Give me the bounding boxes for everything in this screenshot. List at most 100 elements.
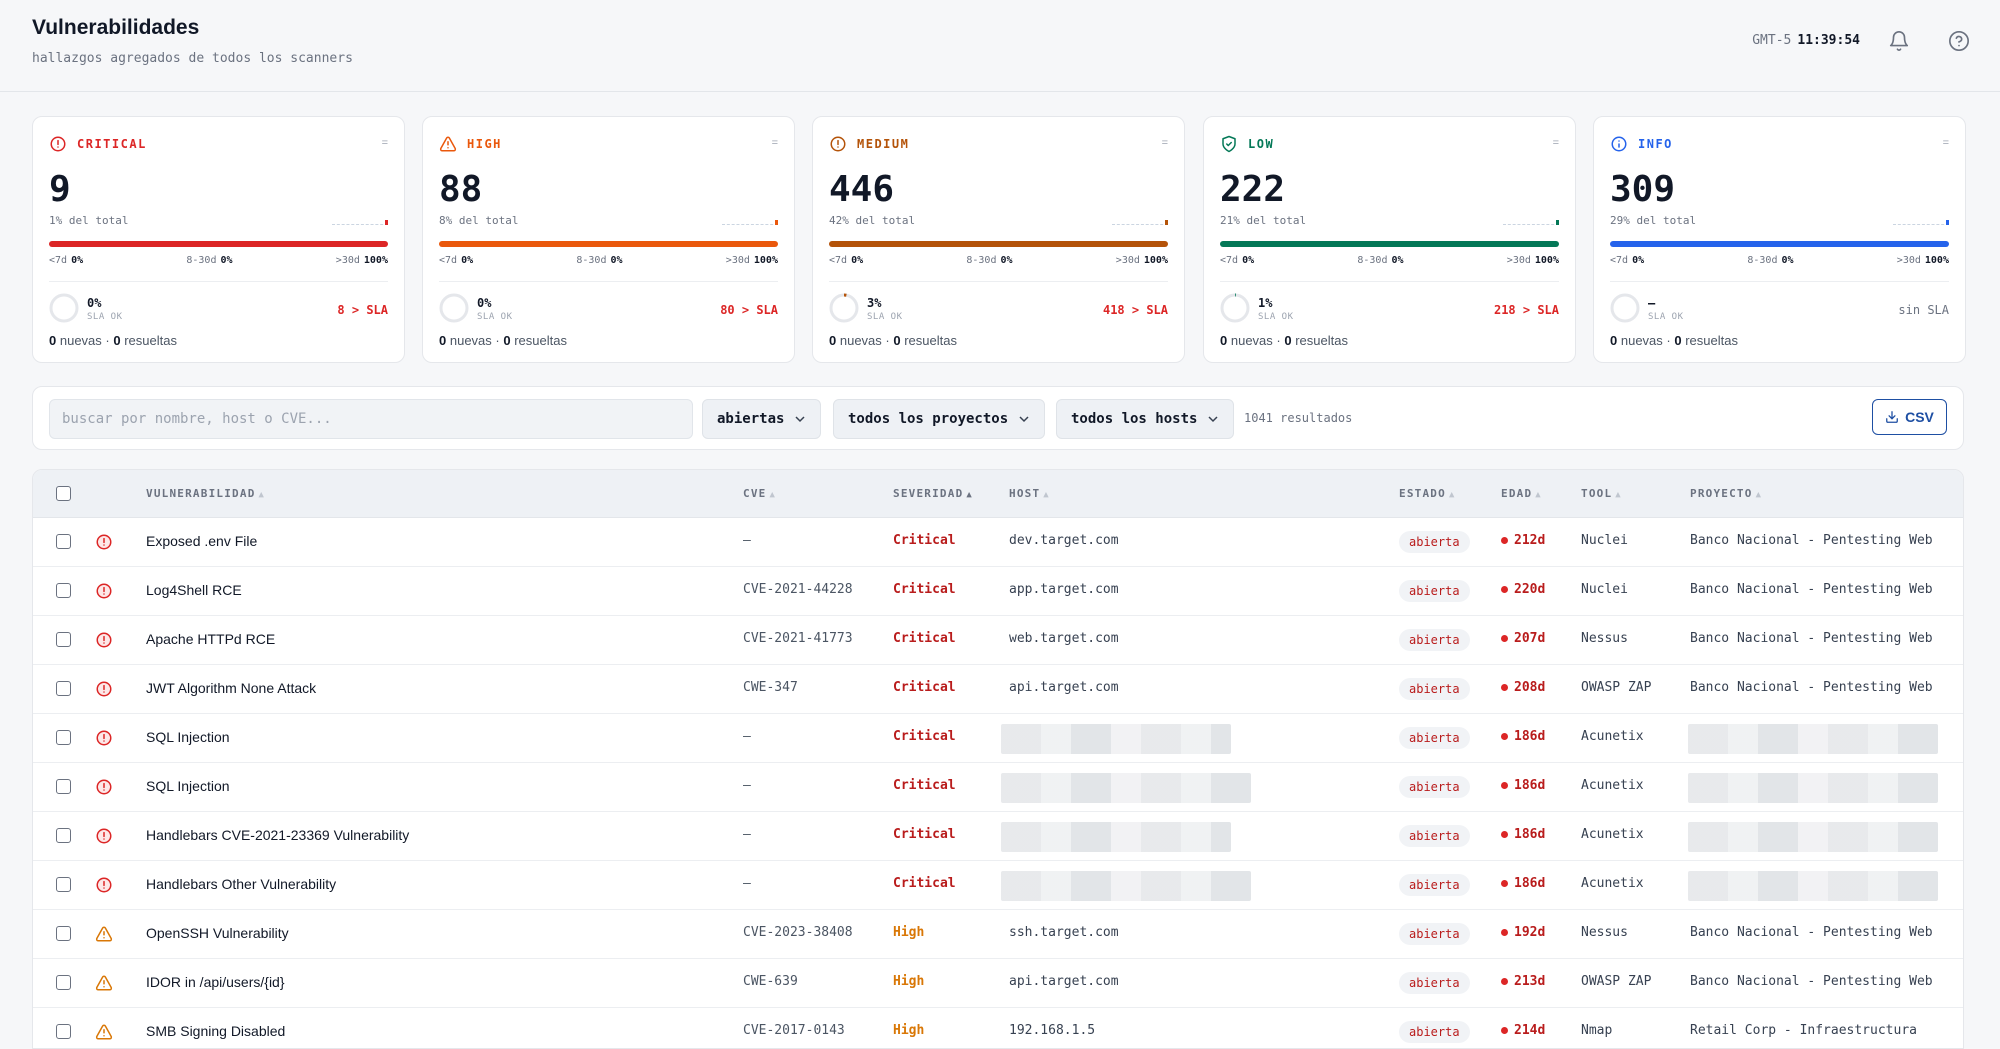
tool-value: Nessus [1581,631,1628,646]
redacted-project [1688,871,1938,901]
search-input[interactable] [49,399,693,439]
select-all-checkbox[interactable] [56,486,71,501]
row-checkbox[interactable] [56,779,71,794]
vulnerability-name[interactable]: SQL Injection [146,729,230,745]
row-checkbox[interactable] [56,1024,71,1039]
vulnerability-name[interactable]: Log4Shell RCE [146,582,242,598]
row-checkbox[interactable] [56,534,71,549]
row-checkbox[interactable] [56,828,71,843]
vulnerability-name[interactable]: Handlebars Other Vulnerability [146,876,337,892]
vulnerability-name[interactable]: IDOR in /api/users/{id} [146,974,285,990]
row-checkbox[interactable] [56,730,71,745]
status-badge: abierta [1399,923,1470,945]
severity-card-medium[interactable]: MEDIUM = 446 42% del total <7d 0% 8-30d 0%… [812,116,1185,363]
table-row[interactable]: SMB Signing Disabled CVE-2017-0143 High … [33,1008,1963,1048]
cve-id: — [743,827,751,842]
proyecto-dropdown[interactable]: todos los proyectos [833,399,1046,439]
table-row[interactable]: Apache HTTPd RCE CVE-2021-41773 Critical… [33,616,1963,665]
current-time: 11:39:54 [1797,33,1860,48]
vulnerability-name[interactable]: OpenSSH Vulnerability [146,925,289,941]
vulnerability-name[interactable]: Exposed .env File [146,533,258,549]
filter-bar: abiertas todos los proyectos todos los h… [32,386,1964,450]
age-dot [1501,831,1508,838]
table-row[interactable]: Exposed .env File — Critical dev.target.… [33,518,1963,567]
menu-icon[interactable]: = [1161,137,1168,149]
cve-id: CVE-2023-38408 [743,925,853,940]
table-row[interactable]: SQL Injection — Critical abierta 186d Ac… [33,714,1963,763]
row-checkbox[interactable] [56,681,71,696]
column-header-cve[interactable]: CVE ▲ [743,487,777,500]
menu-icon[interactable]: = [1942,137,1949,149]
severity-card-critical[interactable]: CRITICAL = 9 1% del total <7d 0% 8-30d 0% … [32,116,405,363]
shield-check-icon [1222,135,1236,153]
menu-icon[interactable]: = [1552,137,1559,149]
severity-percentage: 42% del total [829,214,916,227]
column-header-edad[interactable]: EDAD ▲ [1501,487,1542,500]
sparkline [1112,220,1168,225]
redacted-project [1688,822,1938,852]
severity-card-info[interactable]: INFO = 309 29% del total <7d 0% 8-30d 0% >… [1593,116,1966,363]
sparkline [1503,220,1559,225]
row-checkbox[interactable] [56,975,71,990]
menu-icon[interactable]: = [771,137,778,149]
severity-count: 309 [1610,169,1676,210]
csv-export-button[interactable]: CSV [1872,399,1947,435]
severity-label: INFO [1610,135,1673,153]
alert-circle-icon [96,681,112,697]
severity-card-high[interactable]: HIGH = 88 8% del total <7d 0% 8-30d 0% >30… [422,116,795,363]
column-header-tool[interactable]: TOOL ▲ [1581,487,1622,500]
table-row[interactable]: Handlebars Other Vulnerability — Critica… [33,861,1963,910]
table-row[interactable]: IDOR in /api/users/{id} CWE-639 High api… [33,959,1963,1008]
status-badge: abierta [1399,972,1470,994]
row-checkbox[interactable] [56,926,71,941]
column-header-host[interactable]: HOST ▲ [1009,487,1050,500]
alert-circle-icon [96,828,112,844]
table-row[interactable]: Handlebars CVE-2021-23369 Vulnerability … [33,812,1963,861]
age-dot [1501,929,1508,936]
age-value: 186d [1501,778,1545,793]
alert-triangle-icon [439,136,457,152]
row-checkbox[interactable] [56,583,71,598]
severity-value: High [893,925,925,940]
column-header-vulnerabilidad[interactable]: VULNERABILIDAD ▲ [146,487,266,500]
project-value: Banco Nacional - Pentesting Web [1690,974,1933,989]
bell-icon[interactable] [1888,30,1910,52]
severity-value: High [893,974,925,989]
cve-id: CVE-2021-41773 [743,631,853,646]
divider [49,281,388,282]
page-subtitle: hallazgos agregados de todos los scanner… [32,51,353,66]
vulnerability-name[interactable]: Apache HTTPd RCE [146,631,276,647]
column-header-estado[interactable]: ESTADO ▲ [1399,487,1456,500]
table-row[interactable]: Log4Shell RCE CVE-2021-44228 Critical ap… [33,567,1963,616]
help-icon[interactable] [1948,30,1970,52]
table-row[interactable]: SQL Injection — Critical abierta 186d Ac… [33,763,1963,812]
sparkline [722,220,778,225]
vulnerability-name[interactable]: JWT Algorithm None Attack [146,680,317,696]
table-row[interactable]: JWT Algorithm None Attack CWE-347 Critic… [33,665,1963,714]
sla-over-count: 418 > SLA [1102,303,1168,317]
severity-value: Critical [893,582,956,597]
severity-count: 9 [49,169,71,210]
sort-icon: ▲ [769,490,777,500]
host-dropdown-label: todos los hosts [1071,411,1198,427]
info-icon [1611,136,1627,152]
vulnerability-name[interactable]: Handlebars CVE-2021-23369 Vulnerability [146,827,410,843]
alert-circle-icon [96,632,112,648]
menu-icon[interactable]: = [381,137,388,149]
estado-dropdown[interactable]: abiertas [702,399,822,439]
row-checkbox[interactable] [56,877,71,892]
alert-triangle-icon [95,926,113,942]
host-dropdown[interactable]: todos los hosts [1056,399,1235,439]
sla-over-count: 8 > SLA [337,303,388,317]
column-header-severidad[interactable]: SEVERIDAD ▲ [893,487,974,500]
tool-value: OWASP ZAP [1581,974,1652,989]
column-header-proyecto[interactable]: PROYECTO ▲ [1690,487,1763,500]
vulnerabilities-table: VULNERABILIDAD ▲ CVE ▲ SEVERIDAD ▲ HOST ▲ ES… [32,469,1964,1049]
vulnerability-name[interactable]: SMB Signing Disabled [146,1023,286,1039]
severity-card-low[interactable]: LOW = 222 21% del total <7d 0% 8-30d 0% >3… [1203,116,1576,363]
sparkline [332,220,388,225]
row-checkbox[interactable] [56,632,71,647]
table-row[interactable]: OpenSSH Vulnerability CVE-2023-38408 Hig… [33,910,1963,959]
vulnerability-name[interactable]: SQL Injection [146,778,230,794]
status-badge: abierta [1399,1021,1470,1043]
